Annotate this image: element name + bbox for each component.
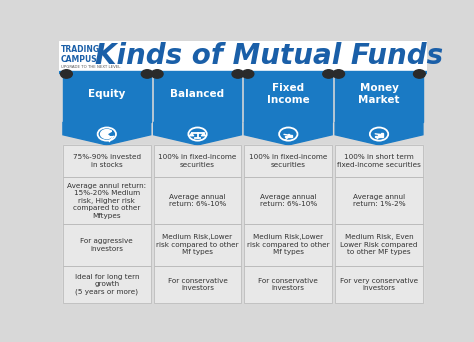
Text: Money
Market: Money Market (358, 83, 400, 105)
Bar (375, 136, 377, 137)
Bar (154, 177, 241, 224)
Circle shape (61, 70, 73, 78)
Bar (154, 145, 241, 177)
Polygon shape (335, 122, 423, 145)
Text: For aggressive
investors: For aggressive investors (81, 238, 133, 252)
Bar (335, 145, 423, 177)
Text: For very conservative
investors: For very conservative investors (340, 278, 418, 291)
Bar (378, 134, 380, 137)
Bar (63, 177, 151, 224)
Bar (245, 74, 332, 122)
Bar (63, 177, 151, 224)
Text: 100% in short term
fixed-income securities: 100% in short term fixed-income securiti… (337, 154, 421, 168)
Text: For conservative
investors: For conservative investors (258, 278, 318, 291)
Bar (335, 74, 423, 122)
Bar (154, 224, 241, 266)
Bar (154, 74, 241, 122)
Bar (63, 74, 151, 122)
Bar (335, 177, 423, 224)
Bar (63, 145, 151, 177)
Bar (154, 266, 241, 303)
Polygon shape (63, 122, 151, 145)
Bar (59, 41, 427, 71)
Text: 75%-90% invested
in stocks: 75%-90% invested in stocks (73, 154, 141, 168)
Bar (63, 266, 151, 303)
Text: For conservative
investors: For conservative investors (168, 278, 228, 291)
Circle shape (151, 70, 163, 78)
Text: Fixed
Income: Fixed Income (267, 83, 310, 105)
Text: UPGRADE TO THE NEXT LEVEL: UPGRADE TO THE NEXT LEVEL (61, 65, 120, 69)
Circle shape (242, 70, 254, 78)
Text: Average annul
return: 1%-2%: Average annul return: 1%-2% (353, 194, 405, 207)
Bar (245, 224, 332, 266)
Bar (285, 136, 287, 137)
Text: Kinds of Mutual Funds: Kinds of Mutual Funds (95, 42, 443, 70)
Circle shape (413, 70, 425, 78)
Bar (335, 224, 423, 266)
Bar (381, 133, 383, 137)
Bar (245, 266, 332, 303)
Bar (245, 177, 332, 224)
Text: Medium Risk,Lower
risk compared to other
Mf types: Medium Risk,Lower risk compared to other… (156, 235, 239, 255)
Polygon shape (245, 122, 332, 145)
Bar (245, 145, 332, 177)
Bar (335, 224, 423, 266)
Text: CAMPUS: CAMPUS (61, 55, 98, 64)
Bar (154, 266, 241, 303)
Text: Average annual
return: 6%-10%: Average annual return: 6%-10% (260, 194, 317, 207)
Bar (290, 135, 292, 137)
Circle shape (333, 70, 345, 78)
Bar (335, 266, 423, 303)
Bar (245, 224, 332, 266)
Polygon shape (154, 122, 241, 145)
Bar (63, 266, 151, 303)
Text: 100% in fixed-income
securities: 100% in fixed-income securities (249, 154, 328, 168)
Circle shape (232, 70, 244, 78)
Text: Ideal for long tern
growth
(5 years or more): Ideal for long tern growth (5 years or m… (74, 274, 139, 295)
Bar (335, 177, 423, 224)
Text: Medium Risk, Even
Lower Risk compared
to other MF types: Medium Risk, Even Lower Risk compared to… (340, 235, 418, 255)
Bar (63, 224, 151, 266)
Bar (59, 71, 427, 73)
Text: Average annul return:
15%-20% Medium
risk, Higher risk
compared to other
Mftypes: Average annul return: 15%-20% Medium ris… (67, 183, 146, 219)
Bar (154, 177, 241, 224)
Bar (154, 145, 241, 177)
Text: Medium Risk,Lower
risk compared to other
Mf types: Medium Risk,Lower risk compared to other… (247, 235, 329, 255)
Bar (335, 145, 423, 177)
Circle shape (141, 70, 153, 78)
Text: Balanced: Balanced (171, 89, 225, 99)
Bar (245, 266, 332, 303)
Bar (245, 177, 332, 224)
Bar (63, 224, 151, 266)
Text: Average annual
return: 6%-10%: Average annual return: 6%-10% (169, 194, 226, 207)
Wedge shape (100, 130, 111, 139)
Bar (63, 145, 151, 177)
Text: 100% in fixed-income
securities: 100% in fixed-income securities (158, 154, 237, 168)
Bar (154, 224, 241, 266)
Bar (245, 145, 332, 177)
Bar (335, 266, 423, 303)
Bar (288, 134, 290, 137)
Text: TRADING: TRADING (61, 45, 100, 54)
Text: Equity: Equity (88, 89, 126, 99)
Circle shape (323, 70, 335, 78)
